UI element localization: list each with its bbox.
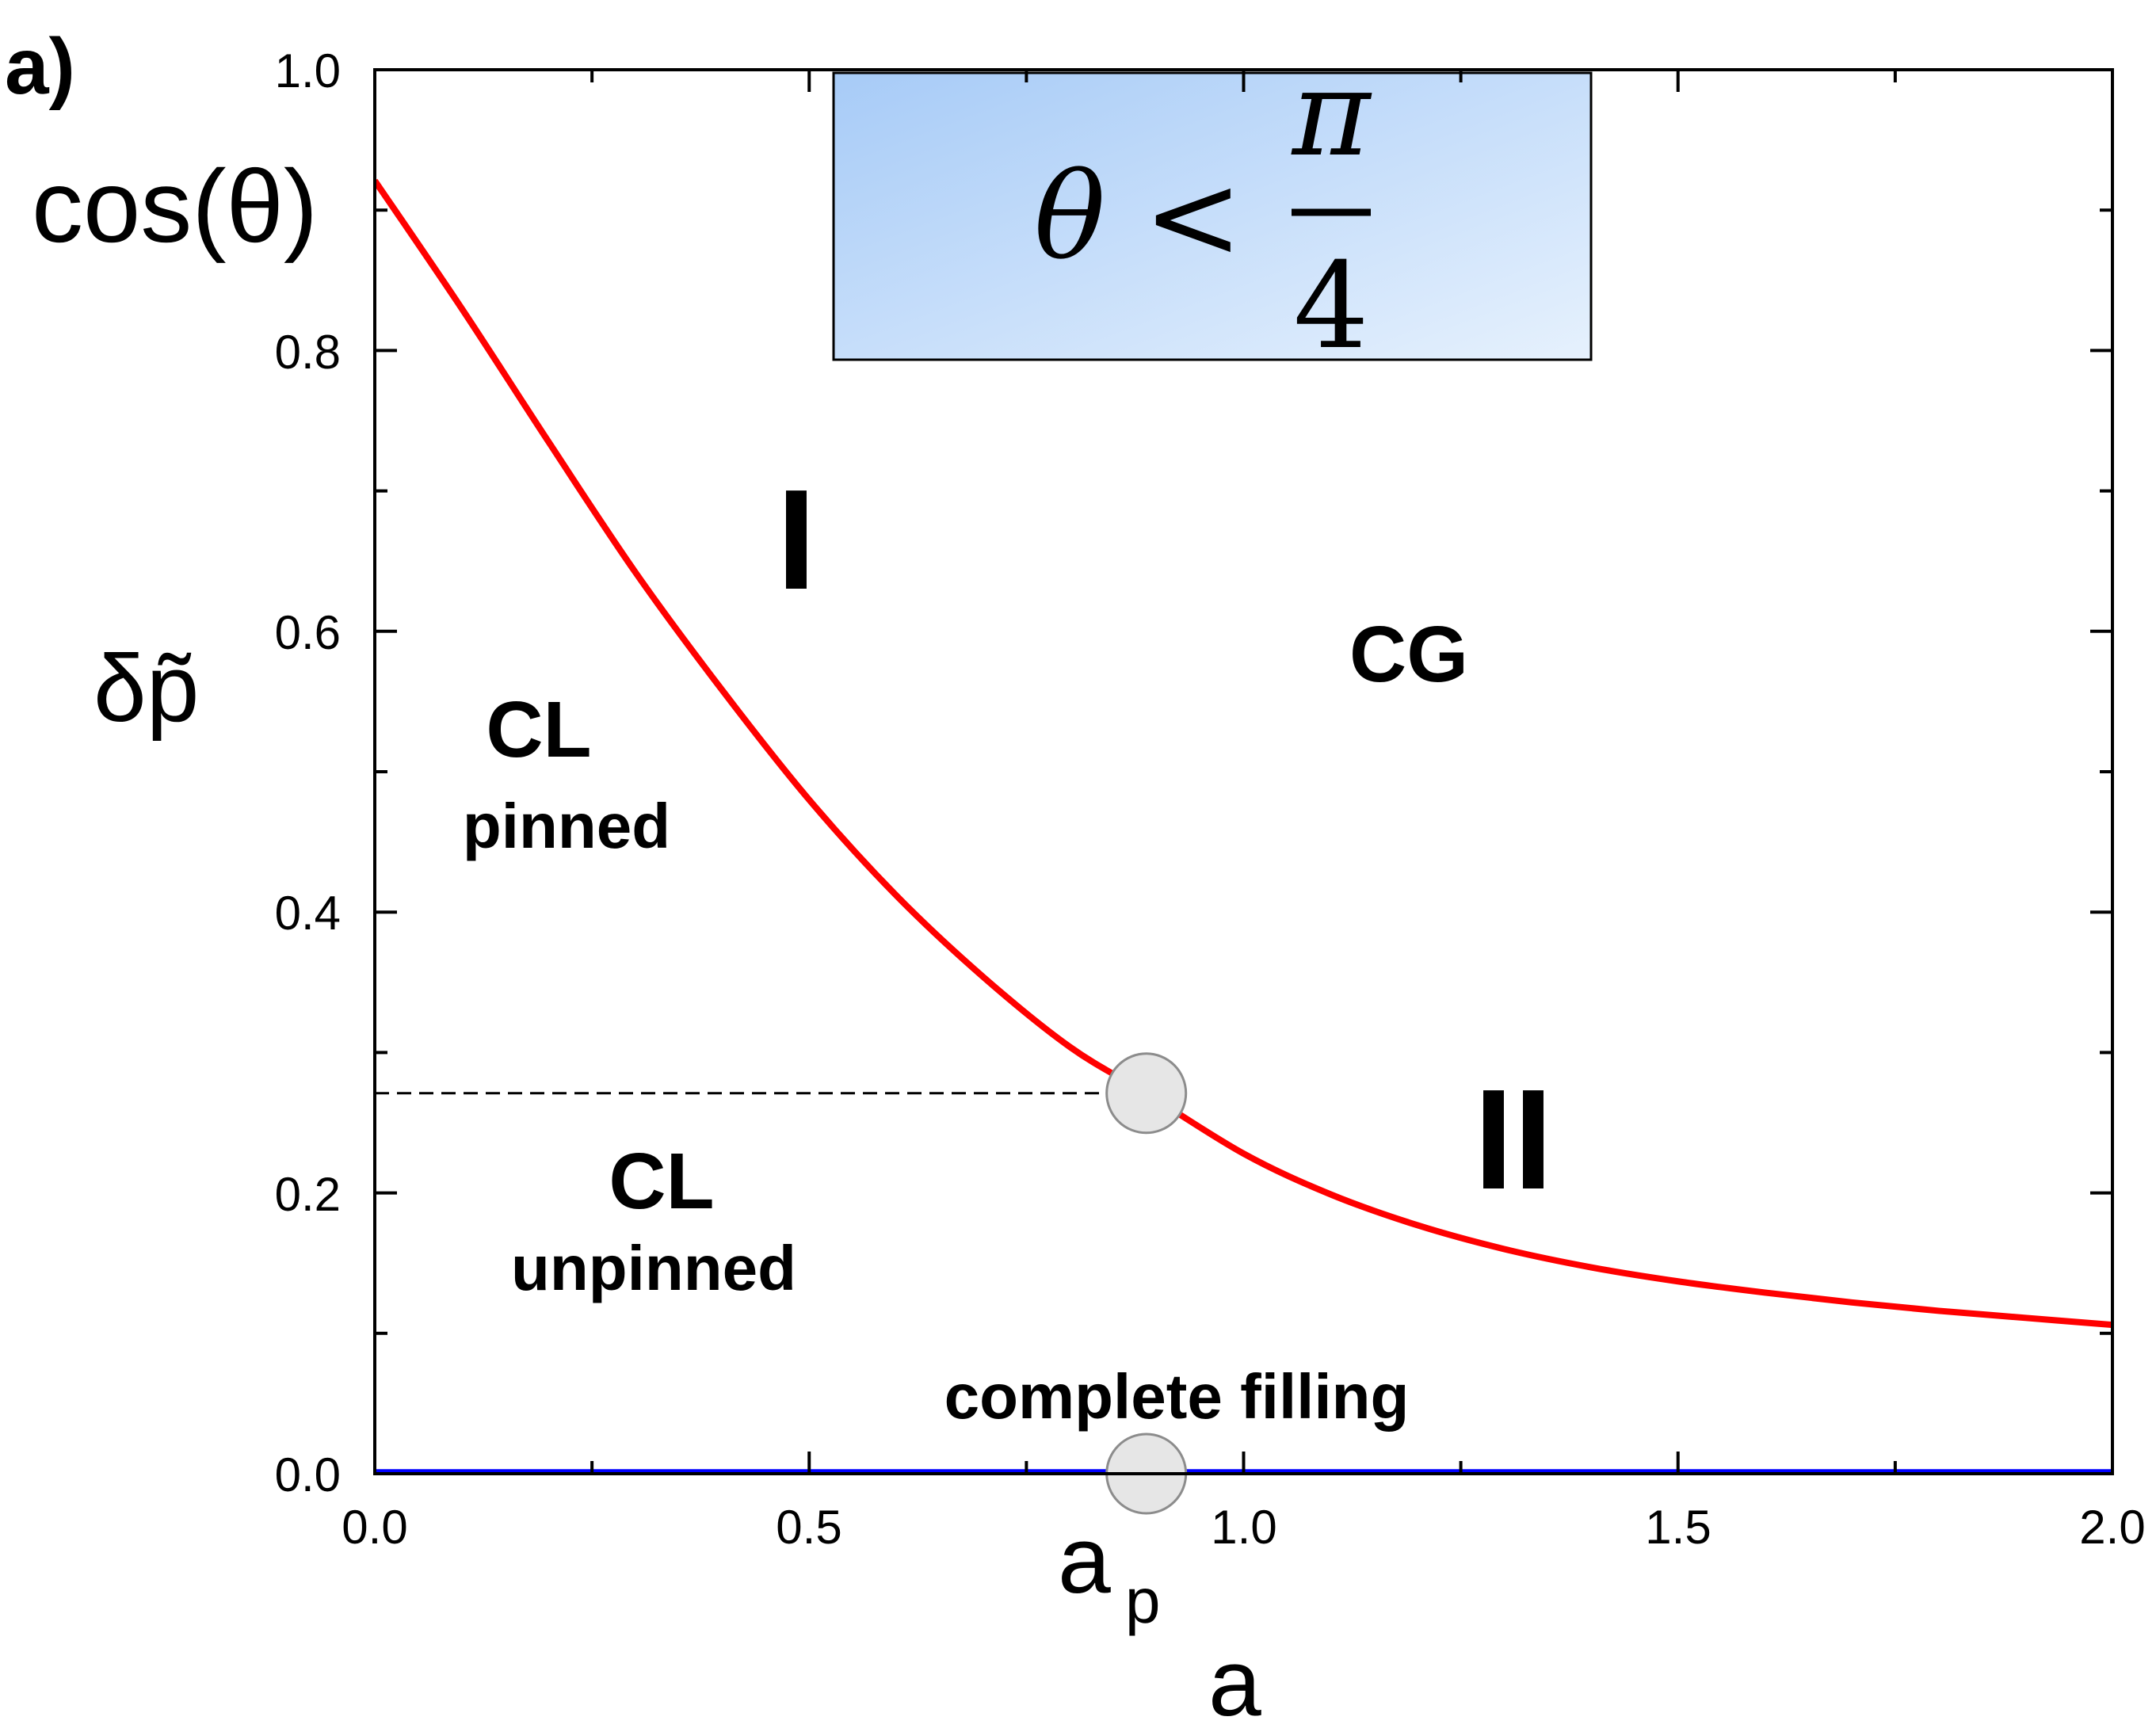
cl-pinned-title: CL xyxy=(486,685,591,774)
y-tick-label-3: 0.6 xyxy=(275,606,341,659)
region-I-label: I xyxy=(777,460,816,620)
panel-label: a) xyxy=(5,22,75,111)
a-p-label-base: a xyxy=(1058,1507,1111,1613)
condition-lhs: θ < xyxy=(1034,148,1243,286)
x-tick-label-0: 0.0 xyxy=(342,1501,407,1554)
region-II-label: II xyxy=(1474,1060,1553,1219)
y-tick-label-1: 0.2 xyxy=(275,1168,341,1221)
complete-filling-label: complete filling xyxy=(944,1361,1410,1432)
y-tick-label-5: 1.0 xyxy=(275,44,341,97)
cl-unpinned-sub: unpinned xyxy=(511,1233,796,1303)
y-axis-label: δp̃ xyxy=(93,635,200,742)
cos-theta-label: cos(θ) xyxy=(32,148,318,264)
x-tick-label-3: 1.5 xyxy=(1645,1501,1711,1554)
x-axis-label: a xyxy=(1208,1630,1261,1732)
cg-label: CG xyxy=(1349,610,1468,699)
y-tick-label-4: 0.8 xyxy=(275,326,341,379)
axis-ticks xyxy=(373,68,2114,1475)
a-p-label-sub: p xyxy=(1125,1566,1161,1636)
x-tick-label-4: 2.0 xyxy=(2079,1501,2145,1554)
y-tick-label-0: 0.0 xyxy=(275,1448,341,1501)
condition-denominator: 4 xyxy=(1293,238,1368,376)
critical-point-marker xyxy=(1105,1052,1188,1135)
x-tick-label-1: 0.5 xyxy=(776,1501,841,1554)
y-tick-label-2: 0.4 xyxy=(275,887,341,940)
cl-unpinned-title: CL xyxy=(609,1137,714,1226)
condition-numerator: π xyxy=(1291,45,1372,183)
x-tick-label-2: 1.0 xyxy=(1211,1501,1276,1554)
cl-pinned-sub: pinned xyxy=(463,791,670,861)
condition-box xyxy=(832,71,1593,361)
